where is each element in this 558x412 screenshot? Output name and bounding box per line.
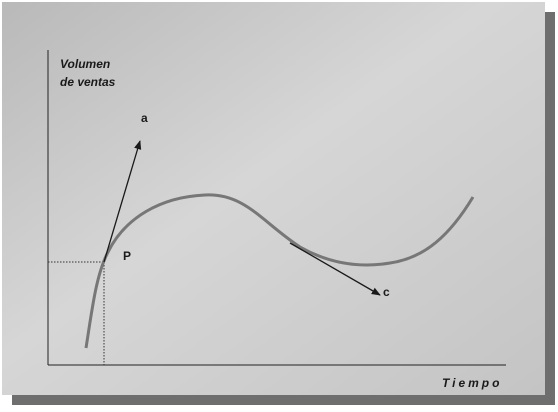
y-axis-label: Volumen <box>60 57 110 71</box>
label-c: c <box>383 285 390 299</box>
card <box>2 2 545 395</box>
y-axis-label: de ventas <box>60 75 116 89</box>
label-a: a <box>141 111 148 125</box>
x-axis-label: Tiempo <box>442 376 502 390</box>
label-p: P <box>123 249 131 263</box>
tangent-a <box>103 140 142 263</box>
tangent-c <box>289 242 381 296</box>
